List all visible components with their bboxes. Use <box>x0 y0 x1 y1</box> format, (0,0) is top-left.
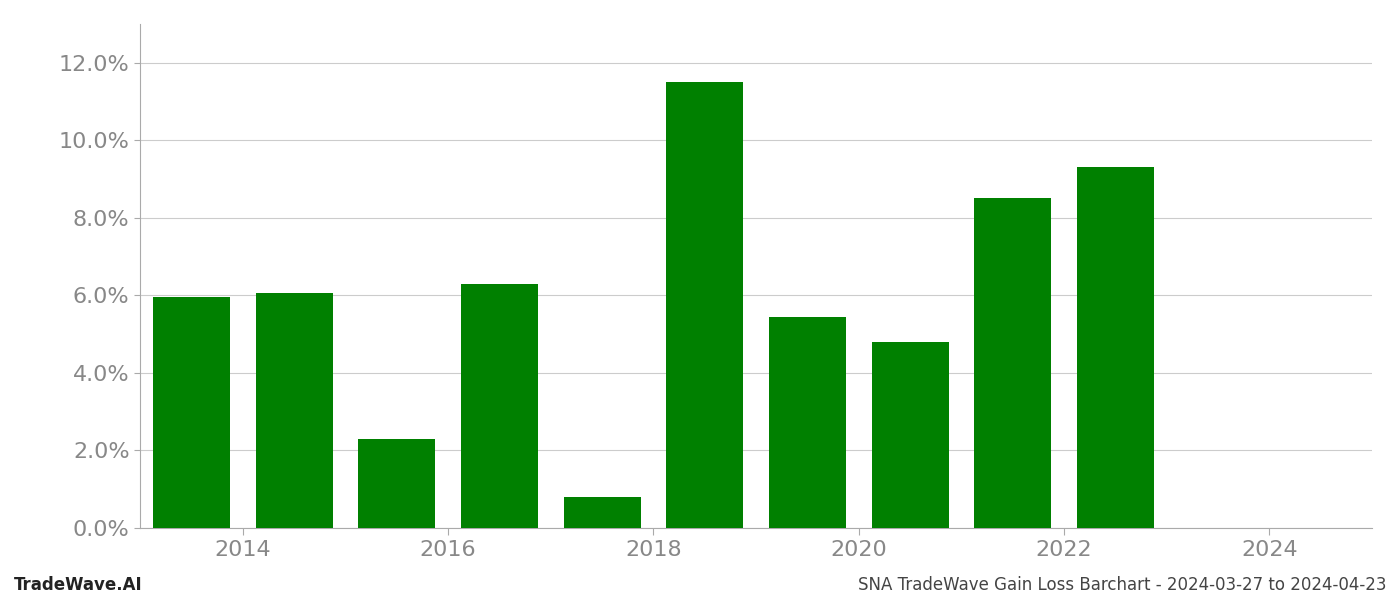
Bar <box>358 439 435 528</box>
Text: TradeWave.AI: TradeWave.AI <box>14 576 143 594</box>
Bar <box>461 284 538 528</box>
Bar <box>563 497 641 528</box>
Bar <box>769 317 846 528</box>
Bar <box>871 342 949 528</box>
Bar <box>666 82 743 528</box>
Bar <box>1077 167 1154 528</box>
Bar <box>255 293 333 528</box>
Bar <box>153 298 230 528</box>
Text: SNA TradeWave Gain Loss Barchart - 2024-03-27 to 2024-04-23: SNA TradeWave Gain Loss Barchart - 2024-… <box>857 576 1386 594</box>
Bar <box>974 199 1051 528</box>
